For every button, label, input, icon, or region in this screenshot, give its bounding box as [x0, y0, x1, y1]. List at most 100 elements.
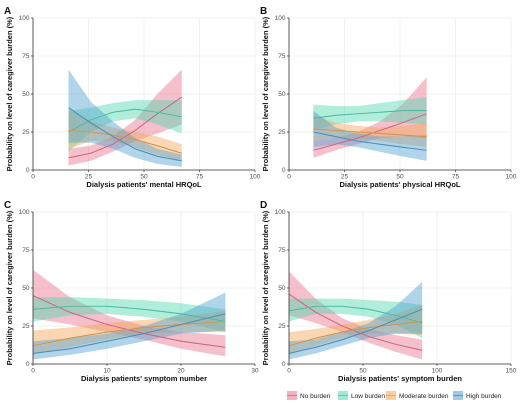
legend-item-low-burden: Low burden — [338, 391, 385, 400]
ci-band-low-burden — [289, 298, 423, 339]
series-line-shade — [313, 110, 427, 119]
x-tick-label: 75 — [196, 174, 204, 181]
x-tick-label: 100 — [506, 174, 517, 181]
legend-item-high-burden: High burden — [453, 391, 502, 400]
panel-d: 0 25 50 75 100 0 50 100 150 Dialysis patients' sy… — [260, 200, 517, 383]
x-tick-label: 30 — [251, 368, 259, 375]
series-line-shade — [32, 313, 226, 354]
legend: No burden Low burden Moderate burden High b… — [287, 391, 502, 400]
x-tick-label: 0 — [31, 368, 35, 375]
series-line-shade — [32, 295, 226, 348]
ci-band-no-burden — [33, 269, 226, 357]
series-line-low-burden — [288, 305, 423, 324]
legend-item-moderate-burden: Moderate burden — [386, 391, 449, 400]
y-tick-label: 25 — [22, 129, 30, 136]
x-tick-label: 100 — [432, 368, 443, 375]
ci-band-high-burden — [33, 292, 226, 360]
series-line-high-burden — [313, 131, 427, 151]
series-line-high-burden — [32, 313, 226, 354]
series-line-moderate-burden — [313, 128, 427, 138]
series-line-moderate-burden — [68, 129, 182, 154]
y-tick-label: 50 — [278, 91, 286, 98]
x-tick-label: 75 — [452, 174, 460, 181]
series-line-low-burden — [313, 110, 427, 119]
x-tick-label: 0 — [287, 174, 291, 181]
series-line-no-burden — [32, 295, 226, 348]
series-line-shade — [68, 108, 182, 133]
panel-c: 0 25 50 75 100 0 10 20 30 Dialysis patients' symp… — [4, 200, 259, 383]
x-tick-label: 20 — [177, 368, 185, 375]
ci-band-high-burden — [289, 281, 423, 360]
x-tick-label: 100 — [250, 174, 261, 181]
y-tick-label: 100 — [19, 209, 30, 216]
legend-item-no-burden: No burden — [287, 391, 331, 400]
y-tick-label: 100 — [275, 209, 286, 216]
x-axis-title: Dialysis patients' symptom number — [81, 374, 207, 383]
x-tick-label: 0 — [31, 174, 35, 181]
ci-band-low-burden — [68, 100, 182, 152]
panel-letter: D — [260, 200, 267, 211]
series-line-moderate-burden — [32, 320, 226, 347]
y-tick-label: 75 — [278, 247, 286, 254]
x-tick-label: 10 — [103, 368, 111, 375]
series-line-shade — [313, 113, 427, 151]
x-tick-label: 50 — [359, 368, 367, 375]
x-tick-label: 25 — [341, 174, 349, 181]
y-tick-label: 100 — [275, 15, 286, 22]
legend-label: Low burden — [351, 393, 385, 400]
y-axis-title: Probability on level of caregiver burden… — [5, 16, 14, 171]
y-tick-label: 0 — [282, 167, 286, 174]
x-tick-label: 0 — [287, 368, 291, 375]
panel-b: 0 25 50 75 100 0 25 50 75 100 Dialysis patients' p… — [260, 6, 517, 189]
series-line-shade — [288, 309, 423, 354]
series-line-low-burden — [68, 108, 182, 133]
panel-letter: A — [4, 6, 11, 17]
y-tick-label: 25 — [22, 323, 30, 330]
y-tick-label: 75 — [278, 53, 286, 60]
y-axis-title: Probability on level of caregiver burden… — [261, 210, 270, 365]
series-line-shade — [68, 107, 182, 162]
y-tick-label: 75 — [22, 53, 30, 60]
series-line-moderate-burden — [288, 320, 423, 347]
y-tick-label: 100 — [19, 15, 30, 22]
series-line-shade — [68, 130, 182, 154]
series-line-no-burden — [313, 113, 427, 151]
y-tick-label: 25 — [278, 129, 286, 136]
legend-label: High burden — [466, 393, 502, 400]
legend-label: Moderate burden — [399, 393, 449, 400]
x-axis-title: Dialysis patients' mental HRQoL — [86, 180, 202, 189]
x-axis-title: Dialysis patients' symptom burden — [338, 374, 462, 383]
y-tick-label: 0 — [282, 361, 286, 368]
y-tick-label: 75 — [22, 247, 30, 254]
ci-band-high-burden — [68, 69, 182, 167]
series-line-shade — [288, 293, 423, 351]
series-line-low-burden — [32, 305, 226, 322]
panel-a: 0 25 50 75 100 0 25 50 75 100 Dialysis patients' m… — [4, 6, 261, 189]
x-tick-label: 150 — [506, 368, 517, 375]
y-tick-label: 50 — [278, 285, 286, 292]
y-axis-title: Probability on level of caregiver burden… — [5, 210, 14, 365]
y-tick-label: 0 — [26, 167, 30, 174]
x-axis-title: Dialysis patients' physical HRQoL — [340, 180, 461, 189]
ci-band-moderate-burden — [313, 115, 427, 148]
ci-band-moderate-burden — [33, 310, 226, 355]
y-tick-label: 25 — [278, 323, 286, 330]
legend-label: No burden — [300, 393, 331, 400]
ci-band-low-burden — [313, 97, 427, 131]
panel-letter: C — [4, 200, 11, 211]
series-line-shade — [32, 305, 226, 322]
x-tick-label: 50 — [396, 174, 404, 181]
series-line-shade — [288, 305, 423, 324]
x-tick-label: 25 — [85, 174, 93, 181]
y-tick-label: 0 — [26, 361, 30, 368]
ci-band-no-burden — [289, 271, 423, 360]
x-tick-label: 50 — [140, 174, 148, 181]
panel-letter: B — [260, 6, 267, 17]
series-line-shade — [32, 321, 226, 347]
y-tick-label: 50 — [22, 285, 30, 292]
ci-band-high-burden — [313, 110, 427, 161]
y-tick-label: 50 — [22, 91, 30, 98]
series-line-shade — [313, 128, 427, 137]
